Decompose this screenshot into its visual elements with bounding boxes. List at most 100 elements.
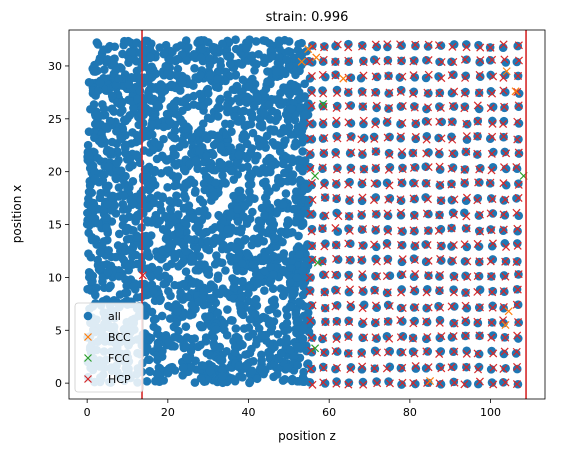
data-point-all — [232, 81, 242, 91]
data-point-all — [332, 85, 342, 95]
data-point-all — [396, 363, 406, 373]
data-point-hcp — [436, 303, 445, 312]
data-point-hcp — [424, 271, 433, 280]
data-point-all — [487, 241, 497, 251]
data-point-all — [372, 103, 381, 113]
data-point-all — [172, 191, 181, 200]
data-point-all — [514, 179, 523, 188]
data-point-bcc — [502, 67, 511, 76]
data-point-all — [203, 89, 213, 98]
data-point-hcp — [332, 178, 341, 187]
data-point-hcp — [514, 41, 523, 50]
data-point-all — [209, 333, 219, 343]
data-point-hcp — [396, 195, 405, 204]
data-point-all — [136, 279, 146, 289]
data-point-hcp — [358, 148, 367, 157]
data-point-hcp — [306, 134, 315, 143]
data-point-hcp — [332, 363, 342, 372]
x-tick-label: 100 — [480, 406, 501, 419]
data-point-all — [156, 168, 166, 178]
data-point-hcp — [488, 288, 497, 297]
data-point-hcp — [461, 316, 470, 325]
data-point-hcp — [473, 149, 482, 158]
data-point-hcp — [461, 73, 470, 82]
data-point-hcp — [373, 272, 382, 281]
data-point-all — [112, 158, 122, 168]
data-point-all — [396, 347, 405, 357]
data-point-all — [286, 345, 295, 355]
data-point-all — [84, 127, 94, 136]
data-point-hcp — [422, 317, 431, 326]
data-point-all — [277, 349, 286, 359]
data-point-hcp — [370, 134, 379, 143]
data-point-all — [275, 147, 285, 156]
data-point-all — [252, 374, 262, 384]
data-point-all — [169, 99, 179, 108]
data-point-all — [147, 307, 157, 317]
data-point-all — [149, 286, 158, 295]
data-point-all — [142, 377, 152, 386]
data-point-all — [266, 318, 276, 328]
data-point-hcp — [332, 193, 341, 202]
data-point-all — [230, 376, 240, 385]
legend-marker-bcc — [84, 333, 92, 341]
data-point-all — [215, 96, 224, 105]
data-point-hcp — [397, 56, 406, 65]
data-point-all — [198, 44, 207, 54]
data-point-all — [488, 163, 498, 172]
data-point-hcp — [385, 334, 394, 343]
data-point-all — [267, 106, 277, 116]
data-point-all — [89, 67, 99, 76]
data-point-all — [216, 223, 226, 233]
data-point-hcp — [462, 224, 471, 233]
data-point-hcp — [501, 378, 510, 387]
data-point-hcp — [486, 43, 495, 52]
data-point-all — [115, 290, 125, 299]
data-point-all — [247, 366, 257, 376]
data-point-all — [90, 174, 100, 184]
legend-label-bcc: BCC — [108, 331, 131, 344]
data-point-all — [196, 53, 206, 62]
data-point-all — [345, 196, 354, 205]
data-point-all — [118, 199, 128, 209]
data-point-all — [382, 239, 392, 248]
data-point-hcp — [321, 211, 330, 220]
data-point-all — [319, 149, 329, 158]
data-point-hcp — [410, 255, 419, 265]
data-point-hcp — [358, 285, 367, 294]
data-point-hcp — [344, 272, 353, 281]
data-point-hcp — [437, 364, 446, 373]
legend-box — [74, 302, 144, 393]
data-point-hcp — [382, 364, 391, 373]
data-point-bcc — [312, 53, 321, 62]
data-point-all — [109, 54, 119, 64]
data-point-hcp — [409, 71, 418, 80]
data-point-hcp — [499, 316, 508, 325]
data-point-hcp — [306, 209, 315, 218]
data-point-all — [346, 302, 356, 312]
data-point-all — [435, 315, 445, 325]
data-point-hcp — [410, 103, 419, 112]
data-point-hcp — [514, 270, 523, 279]
data-point-all — [205, 60, 215, 70]
data-point-all — [247, 144, 257, 153]
data-point-all — [84, 78, 94, 87]
data-point-hcp — [384, 165, 393, 174]
data-point-bcc — [511, 87, 520, 96]
data-point-all — [423, 42, 433, 51]
data-point-all — [294, 231, 303, 241]
data-point-all — [512, 239, 522, 248]
data-point-all — [135, 86, 145, 96]
data-point-hcp — [344, 102, 353, 111]
data-point-all — [396, 133, 405, 143]
data-point-hcp — [436, 241, 445, 250]
data-point-all — [260, 210, 269, 220]
data-point-all — [152, 369, 162, 378]
data-point-all — [223, 225, 232, 234]
data-point-all — [99, 237, 109, 246]
y-tick-label: 15 — [48, 219, 62, 232]
data-point-hcp — [437, 196, 446, 205]
legend-label-hcp: HCP — [108, 373, 131, 386]
data-point-all — [111, 174, 121, 184]
data-point-bcc — [504, 307, 513, 316]
